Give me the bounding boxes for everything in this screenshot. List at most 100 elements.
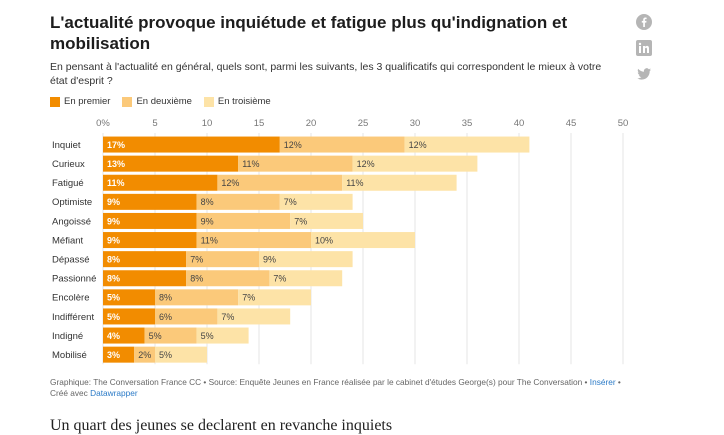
bar-segment bbox=[279, 193, 353, 210]
legend-item-first: En premier bbox=[50, 96, 110, 107]
category-label: Optimiste bbox=[52, 197, 92, 208]
facebook-icon[interactable] bbox=[636, 14, 652, 30]
x-tick-label: 20 bbox=[306, 118, 317, 129]
data-label: 3% bbox=[107, 350, 120, 360]
legend-swatch-third bbox=[203, 96, 214, 107]
legend-label-first: En premier bbox=[64, 96, 111, 107]
data-label: 8% bbox=[107, 254, 120, 264]
data-label: 5% bbox=[159, 350, 172, 360]
data-label: 5% bbox=[149, 331, 162, 341]
created-with-text: Créé avec bbox=[50, 388, 91, 398]
bar-segment bbox=[404, 136, 530, 153]
data-label: 2% bbox=[138, 350, 151, 360]
bar-segment bbox=[238, 155, 353, 172]
data-label: 7% bbox=[273, 274, 286, 284]
datawrapper-link[interactable]: Datawrapper bbox=[90, 388, 138, 398]
bar-segment bbox=[352, 155, 478, 172]
bar-segment bbox=[103, 270, 187, 287]
data-label: 12% bbox=[357, 159, 375, 169]
data-label: 8% bbox=[159, 293, 172, 303]
legend: En premier En deuxième En troisième bbox=[50, 96, 630, 107]
bar-segment bbox=[196, 327, 249, 344]
x-tick-label: 50 bbox=[618, 118, 629, 129]
bar-segment bbox=[103, 193, 197, 210]
bar-segment bbox=[196, 193, 280, 210]
data-label: 6% bbox=[159, 312, 172, 322]
category-label: Inquiet bbox=[52, 140, 81, 151]
data-label: 9% bbox=[107, 216, 120, 226]
data-label: 7% bbox=[221, 312, 234, 322]
bar-segment bbox=[155, 289, 239, 306]
bar-segment bbox=[103, 289, 155, 306]
legend-item-third: En troisième bbox=[203, 96, 271, 107]
category-label: Indifférent bbox=[52, 312, 94, 323]
bar-segment bbox=[186, 251, 259, 268]
legend-label-third: En troisième bbox=[217, 96, 271, 107]
category-label: Dépassé bbox=[52, 254, 90, 265]
linkedin-icon[interactable] bbox=[636, 40, 652, 56]
bar-segment bbox=[196, 232, 311, 249]
bar-segment bbox=[196, 212, 291, 229]
chart-footer: Graphique: The Conversation France CC • … bbox=[50, 377, 650, 399]
data-label: 5% bbox=[107, 293, 120, 303]
bar-segment bbox=[103, 346, 135, 363]
bar-segment bbox=[103, 212, 197, 229]
bar-segment bbox=[134, 346, 155, 363]
bar-segment bbox=[217, 308, 291, 325]
data-label: 11% bbox=[201, 235, 218, 245]
data-label: 5% bbox=[201, 331, 214, 341]
source-text: Graphique: The Conversation France CC • … bbox=[50, 377, 590, 387]
data-label: 11% bbox=[346, 178, 363, 188]
bar-segment bbox=[342, 174, 457, 191]
bar-segment bbox=[290, 212, 363, 229]
data-label: 11% bbox=[242, 159, 259, 169]
bar-segment bbox=[144, 327, 197, 344]
data-label: 11% bbox=[107, 178, 125, 188]
bar-segment bbox=[103, 232, 197, 249]
twitter-icon[interactable] bbox=[636, 66, 652, 82]
data-label: 9% bbox=[107, 235, 120, 245]
bar-segment bbox=[103, 155, 239, 172]
bar-segment bbox=[103, 174, 218, 191]
category-label: Fatigué bbox=[52, 178, 84, 189]
data-label: 8% bbox=[190, 274, 203, 284]
bar-segment bbox=[238, 289, 311, 306]
x-tick-label: 25 bbox=[358, 118, 369, 129]
bar-segment bbox=[269, 270, 343, 287]
bar-segment bbox=[217, 174, 343, 191]
insert-link[interactable]: Insérer bbox=[589, 377, 616, 387]
bar-segment bbox=[279, 136, 405, 153]
category-label: Curieux bbox=[52, 159, 85, 170]
category-label: Mobilisé bbox=[52, 350, 87, 361]
category-label: Encolère bbox=[52, 293, 90, 304]
bar-segment bbox=[103, 327, 145, 344]
social-share-bar bbox=[636, 14, 654, 92]
chart-subtitle: En pensant à l'actualité en général, que… bbox=[50, 61, 602, 87]
data-label: 9% bbox=[263, 254, 276, 264]
data-label: 7% bbox=[242, 293, 255, 303]
bar-segment bbox=[103, 251, 187, 268]
data-label: 12% bbox=[284, 140, 302, 150]
category-label: Méfiant bbox=[52, 235, 84, 246]
x-tick-label: 35 bbox=[462, 118, 473, 129]
data-label: 13% bbox=[107, 159, 125, 169]
data-label: 8% bbox=[201, 197, 214, 207]
x-tick-label: 10 bbox=[202, 118, 213, 129]
x-tick-label: 45 bbox=[566, 118, 577, 129]
legend-swatch-second bbox=[122, 96, 133, 107]
data-label: 17% bbox=[107, 140, 125, 150]
category-label: Passionné bbox=[52, 274, 96, 285]
x-tick-label: 40 bbox=[514, 118, 525, 129]
bar-segment bbox=[311, 232, 415, 249]
chart-title: L'actualité provoque inquiétude et fatig… bbox=[50, 13, 568, 53]
data-label: 7% bbox=[190, 254, 203, 264]
data-label: 7% bbox=[284, 197, 297, 207]
chart-header: L'actualité provoque inquiétude et fatig… bbox=[50, 12, 630, 107]
x-tick-label: 0% bbox=[96, 118, 110, 129]
x-tick-label: 5 bbox=[152, 118, 157, 129]
bar-segment bbox=[103, 136, 280, 153]
data-label: 12% bbox=[409, 140, 427, 150]
data-label: 4% bbox=[107, 331, 120, 341]
data-label: 8% bbox=[107, 274, 120, 284]
x-tick-label: 15 bbox=[254, 118, 265, 129]
